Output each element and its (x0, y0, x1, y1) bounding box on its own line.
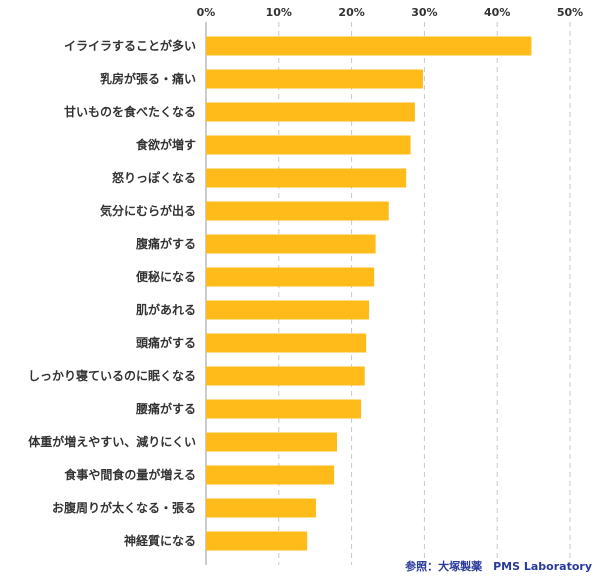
x-tick-label: 20% (338, 6, 364, 19)
category-label: 頭痛がする (136, 335, 196, 350)
x-tick-label: 10% (266, 6, 292, 19)
bar (206, 333, 367, 353)
category-label: 腰痛がする (135, 401, 196, 416)
bar (206, 366, 365, 386)
category-label: 便秘になる (136, 269, 196, 284)
category-label: イライラすることが多い (64, 38, 196, 53)
category-label: 怒りっぽくなる (112, 170, 196, 185)
category-label: 甘いものを食べたくなる (64, 104, 196, 119)
x-tick-label: 0% (197, 6, 216, 19)
bar (206, 201, 389, 221)
category-label: 腹痛がする (136, 236, 196, 251)
x-axis-ticks: 0% 10% 20% 30% 40% 50% (197, 6, 584, 19)
bar (206, 498, 316, 518)
source-credit: 参照：大塚製薬 PMS Laboratory (405, 560, 592, 573)
x-tick-label: 30% (411, 6, 437, 19)
x-tick-label: 50% (557, 6, 583, 19)
bar (206, 432, 338, 452)
category-label: しっかり寝ているのに眠くなる (28, 368, 196, 383)
bar (206, 267, 375, 287)
category-label: 食事や間食の量が増える (63, 467, 196, 482)
x-tick-label: 40% (484, 6, 510, 19)
bar (206, 531, 308, 551)
bar (206, 465, 335, 485)
category-label: 気分にむらが出る (100, 203, 196, 218)
category-label: お腹周りが太くなる・張る (52, 500, 196, 515)
bar (206, 234, 376, 254)
category-labels: イライラすることが多い乳房が張る・痛い甘いものを食べたくなる食欲が増す怒りっぽく… (28, 38, 196, 548)
category-label: 乳房が張る・痛い (100, 71, 196, 86)
bar (206, 135, 411, 155)
category-label: 肌があれる (135, 302, 196, 317)
category-label: 体重が増えやすい、減りにくい (28, 434, 196, 449)
category-label: 神経質になる (124, 533, 196, 548)
bar (206, 102, 415, 122)
bars (206, 36, 532, 551)
bar (206, 399, 362, 419)
bar (206, 168, 407, 188)
bar (206, 36, 532, 56)
bar (206, 300, 370, 320)
bar (206, 69, 423, 89)
category-label: 食欲が増す (135, 137, 196, 152)
